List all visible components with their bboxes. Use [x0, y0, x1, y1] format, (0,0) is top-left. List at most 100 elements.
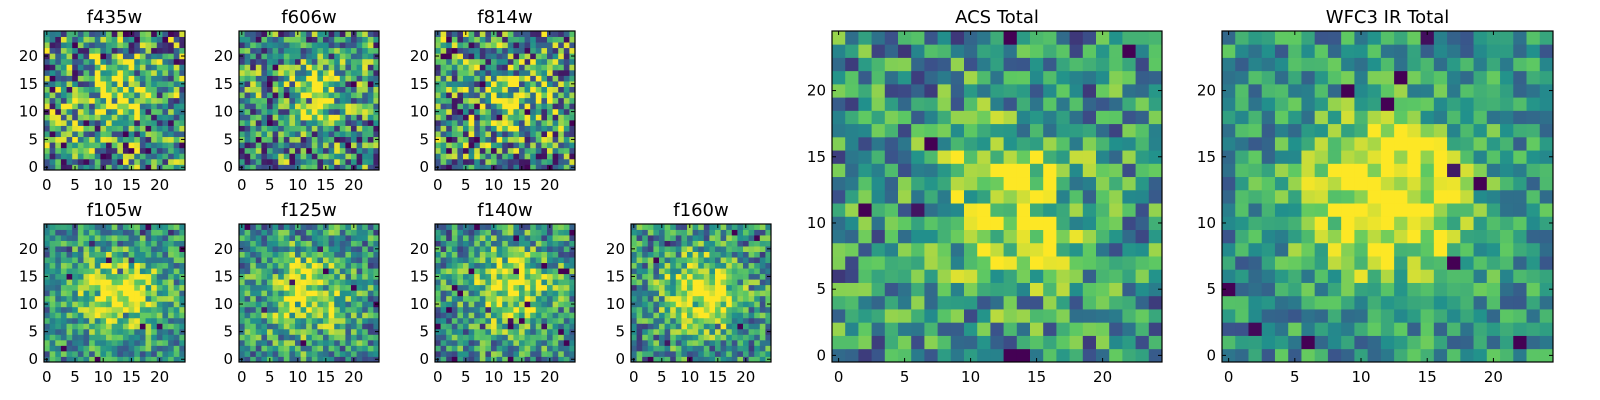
heatmap-cell [339, 164, 346, 171]
heatmap-cell [239, 114, 245, 121]
heatmap-cell [117, 262, 124, 269]
heatmap-cell [911, 189, 925, 204]
heatmap-cell [977, 189, 991, 204]
heatmap-cell [524, 317, 531, 324]
heatmap-cell [261, 229, 268, 236]
heatmap-cell [306, 312, 313, 319]
heatmap-cell [306, 279, 313, 286]
heatmap-cell [513, 246, 520, 252]
heatmap-cell [1082, 229, 1097, 244]
heatmap-cell [765, 323, 772, 330]
heatmap-cell [871, 229, 886, 244]
heatmap-cell [250, 312, 257, 319]
heatmap-cell [642, 284, 649, 291]
heatmap-cell [345, 251, 352, 258]
heatmap-cell [362, 317, 369, 324]
heatmap-cell [77, 97, 84, 104]
heatmap-cell [151, 224, 158, 230]
heatmap-cell [151, 345, 158, 352]
heatmap-cell [49, 142, 56, 149]
heatmap-cell [491, 273, 497, 280]
heatmap-cell [267, 81, 273, 87]
heatmap-cell [681, 306, 688, 313]
heatmap-cell [552, 273, 559, 280]
heatmap-cell [306, 339, 313, 346]
heatmap-cell [703, 290, 710, 297]
x-tick-label: 20 [540, 176, 559, 194]
heatmap-cell [664, 290, 671, 297]
heatmap-cell [731, 251, 738, 258]
heatmap-cell [535, 119, 542, 126]
heatmap-cell [675, 317, 682, 324]
heatmap-cell [977, 242, 991, 257]
heatmap-cell [278, 81, 285, 87]
heatmap-cell [670, 251, 677, 258]
heatmap-cell [311, 31, 318, 37]
heatmap-cell [89, 334, 96, 341]
heatmap-cell [463, 42, 469, 49]
heatmap-cell [49, 251, 56, 258]
heatmap-cell [250, 284, 257, 291]
heatmap-cell [832, 269, 846, 283]
heatmap-cell [278, 64, 285, 71]
heatmap-cell [49, 119, 56, 126]
y-tick-label: 0 [419, 158, 429, 176]
heatmap-cell [731, 279, 738, 286]
heatmap-cell [311, 86, 318, 93]
heatmap-cell [451, 257, 458, 264]
heatmap-cell [317, 268, 324, 275]
heatmap-cell [502, 58, 509, 65]
heatmap-cell [60, 328, 67, 335]
heatmap-cell [858, 348, 872, 363]
heatmap-cell [334, 334, 341, 341]
heatmap-cell [990, 282, 1004, 297]
heatmap-cell [748, 224, 755, 230]
heatmap-cell [145, 356, 152, 363]
heatmap-cell [463, 158, 469, 165]
heatmap-cell [255, 235, 262, 241]
heatmap-cell [457, 153, 464, 160]
heatmap-cell [156, 47, 163, 54]
heatmap-cell [446, 58, 453, 65]
heatmap-cell [709, 224, 716, 230]
heatmap-cell [261, 262, 268, 269]
heatmap-cell [709, 251, 716, 258]
heatmap-cell [937, 256, 952, 270]
heatmap-cell [513, 103, 520, 110]
heatmap-cell [636, 312, 643, 319]
x-tick-label: 5 [657, 368, 667, 386]
heatmap-cell [311, 164, 318, 171]
heatmap-cell [507, 131, 514, 138]
heatmap-cell [72, 317, 79, 324]
heatmap-cell [111, 229, 118, 236]
heatmap-cell [134, 31, 141, 37]
heatmap-cell [748, 312, 755, 319]
heatmap-cell [145, 81, 152, 87]
heatmap-cell [60, 350, 67, 357]
heatmap-cell [111, 136, 118, 143]
heatmap-cell [72, 279, 79, 286]
heatmap-cell [479, 328, 486, 335]
heatmap-cell [479, 356, 486, 363]
heatmap-cell [479, 240, 486, 247]
heatmap-cell [743, 301, 749, 308]
heatmap-cell [726, 268, 733, 275]
heatmap-cell [535, 317, 542, 324]
x-tick-label: 5 [461, 368, 471, 386]
heatmap-cell [261, 356, 268, 363]
heatmap-cell [687, 229, 693, 236]
heatmap-cell [317, 323, 324, 330]
heatmap-cell [664, 323, 671, 330]
heatmap-cell [100, 350, 107, 357]
heatmap-cell [715, 345, 721, 352]
heatmap-cell [351, 350, 357, 357]
heatmap-cell [692, 317, 699, 324]
heatmap-cell [507, 81, 514, 87]
heatmap-cell [122, 350, 129, 357]
heatmap-cell [77, 350, 84, 357]
heatmap-cell [845, 282, 859, 297]
heatmap-cell [547, 257, 553, 264]
heatmap-cell [513, 58, 520, 65]
heatmap-cell [122, 36, 129, 43]
heatmap-cell [547, 81, 553, 87]
